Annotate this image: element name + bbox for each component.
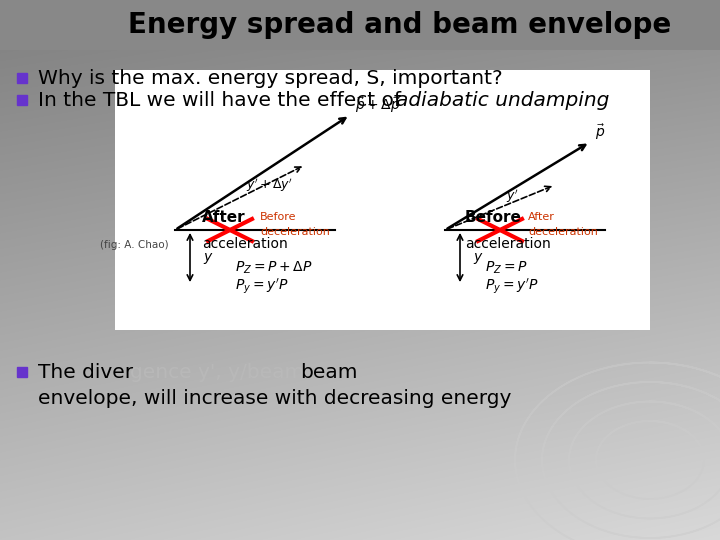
Text: y: y xyxy=(203,251,211,265)
FancyBboxPatch shape xyxy=(0,0,720,50)
Text: envelope, will increase with decreasing energy: envelope, will increase with decreasing … xyxy=(38,388,511,408)
Text: $\vec{p}$: $\vec{p}$ xyxy=(595,123,606,142)
Text: (fig: A. Chao): (fig: A. Chao) xyxy=(100,240,168,250)
Text: Before: Before xyxy=(260,212,297,222)
Text: deceleration: deceleration xyxy=(260,227,330,237)
Text: $y'+\Delta y'$: $y'+\Delta y'$ xyxy=(246,177,294,194)
Text: $y'$: $y'$ xyxy=(505,188,518,205)
Text: gence y', y/beam: gence y', y/beam xyxy=(130,362,305,381)
Text: $P_y = y'P$: $P_y = y'P$ xyxy=(485,277,539,296)
Text: Energy spread and beam envelope: Energy spread and beam envelope xyxy=(128,11,672,39)
Text: In the TBL we will have the effect of: In the TBL we will have the effect of xyxy=(38,91,408,110)
FancyBboxPatch shape xyxy=(115,70,650,330)
Text: The diver: The diver xyxy=(38,362,133,381)
Text: adiabatic undamping: adiabatic undamping xyxy=(396,91,609,110)
Text: $P_Z = P$: $P_Z = P$ xyxy=(485,260,528,276)
Text: Before: Before xyxy=(465,210,522,225)
Text: deceleration: deceleration xyxy=(528,227,598,237)
Text: After: After xyxy=(528,212,555,222)
Text: y: y xyxy=(473,251,481,265)
Text: $P_y = y'P$: $P_y = y'P$ xyxy=(235,277,289,296)
Text: $\vec{p}+\Delta\vec{p}$: $\vec{p}+\Delta\vec{p}$ xyxy=(355,96,401,115)
Text: Why is the max. energy spread, S, important?: Why is the max. energy spread, S, import… xyxy=(38,69,503,87)
Text: $P_Z = P + \Delta P$: $P_Z = P + \Delta P$ xyxy=(235,260,312,276)
Text: acceleration: acceleration xyxy=(465,237,551,251)
Text: acceleration: acceleration xyxy=(202,237,288,251)
Text: beam: beam xyxy=(300,362,358,381)
Text: After: After xyxy=(202,210,246,225)
